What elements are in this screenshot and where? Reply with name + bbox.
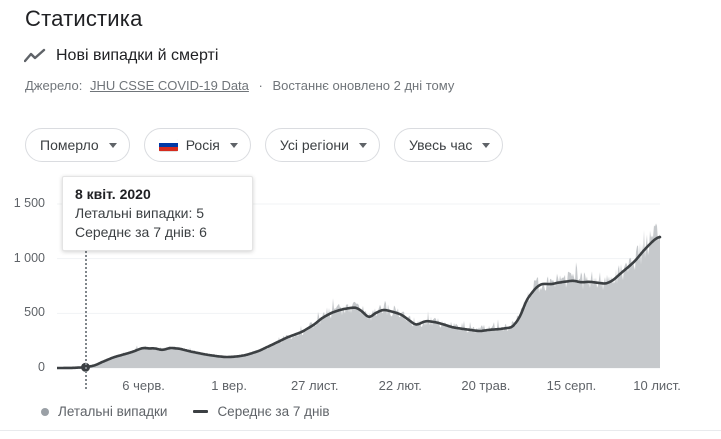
x-tick-label: 6 черв. (122, 378, 165, 393)
section-header: Нові випадки й смерті (24, 47, 218, 65)
metric-filter-chip[interactable]: Померло (25, 128, 130, 162)
x-tick-label: 22 лют. (378, 378, 422, 393)
time-filter-chip[interactable]: Увесь час (393, 128, 504, 162)
source-link[interactable]: JHU CSSE COVID-19 Data (89, 78, 249, 93)
y-tick-label: 500 (24, 305, 45, 320)
trend-line-icon (24, 48, 46, 64)
dot-separator: · (258, 78, 263, 93)
line-swatch-icon (193, 410, 209, 413)
section-title: Нові випадки й смерті (56, 47, 219, 64)
daily-bars-area (57, 223, 660, 368)
chart-tooltip: 8 квіт. 2020 Летальні випадки: 5 Середнє… (62, 176, 253, 251)
x-tick-label: 15 серп. (546, 378, 597, 393)
time-filter-label: Увесь час (408, 137, 473, 153)
legend-avg-label: Середнє за 7 днів (217, 404, 330, 419)
y-tick-label: 1 000 (13, 250, 45, 265)
chevron-down-icon (108, 142, 117, 148)
tooltip-avg-value: Середнє за 7 днів: 6 (75, 224, 207, 240)
tooltip-guide-dotted-line (84, 242, 87, 389)
x-tick-label: 10 лист. (633, 378, 681, 393)
page-title: Статистика (25, 6, 143, 31)
avg-line (57, 235, 662, 370)
gray-dot-icon (41, 407, 49, 416)
country-filter-chip[interactable]: Росія (143, 128, 251, 162)
tooltip-date: 8 квіт. 2020 (75, 186, 151, 202)
legend-daily-label: Летальні випадки (58, 404, 168, 419)
y-tick-label: 1 500 (13, 196, 45, 210)
country-filter-label: Росія (185, 137, 220, 153)
bottom-divider (0, 430, 721, 431)
region-filter-chip[interactable]: Усі регіони (264, 128, 380, 162)
chevron-down-icon (482, 142, 491, 148)
legend-item-daily: Летальні випадки (41, 404, 167, 419)
x-tick-label: 20 трав. (461, 378, 511, 393)
legend-item-average: Середнє за 7 днів (193, 404, 330, 419)
russia-flag-icon (158, 138, 178, 152)
x-tick-label: 27 лист. (290, 378, 339, 393)
filter-bar: Померло Росія Усі регіони Увесь час (25, 128, 504, 162)
source-label: Джерело: (25, 78, 83, 93)
x-tick-label: 1 вер. (211, 378, 247, 393)
tooltip-daily-value: Летальні випадки: 5 (75, 205, 205, 221)
chart-legend: Летальні випадки Середнє за 7 днів (41, 404, 330, 419)
region-filter-label: Усі регіони (279, 137, 349, 153)
chevron-down-icon (229, 142, 238, 148)
last-updated-text: Востаннє оновлено 2 дні тому (272, 78, 455, 93)
source-line: Джерело: JHU CSSE COVID-19 Data · Востан… (25, 78, 454, 93)
metric-filter-label: Померло (40, 137, 99, 153)
chevron-down-icon (358, 142, 367, 148)
y-tick-label: 0 (38, 360, 45, 374)
